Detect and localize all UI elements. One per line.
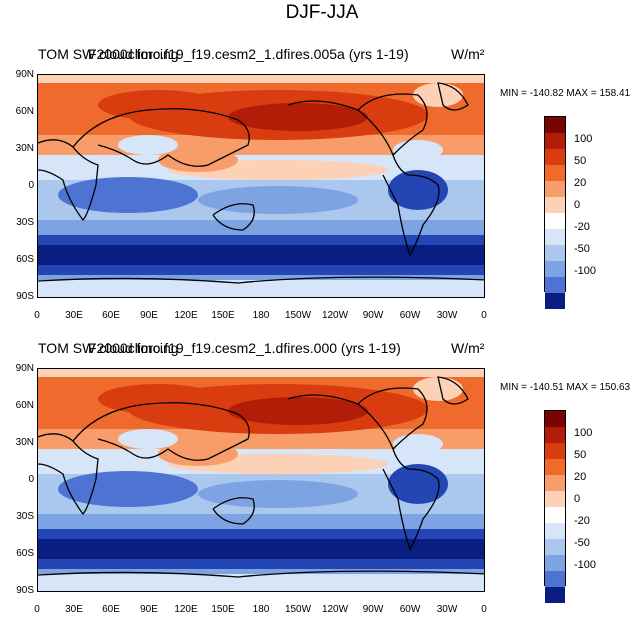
colorbar-swatch [545, 427, 565, 443]
panel-1-left-title: TOM SW cloud forcing [38, 46, 179, 62]
colorbar-label: -100 [574, 265, 597, 277]
panel-2-map [38, 369, 484, 591]
panel-2-case-title: F2000climo.f19_f19.cesm2_1.dfires.000 (y… [88, 340, 401, 356]
panel-2-colorbar [544, 410, 566, 603]
lon-label: 120W [321, 604, 349, 615]
colorbar-swatch [545, 507, 565, 523]
colorbar-swatch [545, 555, 565, 571]
colorbar-label: 20 [574, 471, 587, 483]
colorbar-swatch [545, 165, 565, 181]
lat-label: 0 [28, 474, 34, 485]
lat-label: 30S [16, 511, 34, 522]
colorbar-label: 0 [574, 493, 581, 505]
panel-2-min-max: MIN = -140.51 MAX = 150.63 [500, 382, 631, 393]
panel-2-map-area [37, 368, 485, 592]
lat-label: 0 [28, 180, 34, 191]
colorbar-swatch [545, 245, 565, 261]
colorbar-swatch [545, 411, 565, 427]
colorbar-label: 20 [574, 177, 587, 189]
colorbar-label: -50 [574, 243, 590, 255]
colorbar-swatch [545, 149, 565, 165]
lat-label: 60N [15, 400, 34, 411]
colorbar-swatch [545, 197, 565, 213]
panel-1-min-max: MIN = -140.82 MAX = 158.41 [500, 88, 631, 99]
colorbar-label: -20 [574, 515, 590, 527]
panel-1-units: W/m² [451, 46, 485, 62]
colorbar-swatch [545, 475, 565, 491]
colorbar-label: 50 [574, 155, 587, 167]
lon-label: 90W [362, 310, 384, 321]
lon-label: 120E [174, 604, 198, 615]
lon-label: 0 [481, 604, 487, 615]
panel-1-colorbar [544, 116, 566, 309]
colorbar-swatch [545, 181, 565, 197]
colorbar-swatch [545, 277, 565, 293]
lon-label: 150W [284, 604, 312, 615]
colorbar-swatch [545, 491, 565, 507]
lon-label: 0 [481, 310, 487, 321]
lat-label: 30N [15, 143, 34, 154]
lon-label: 90E [140, 604, 158, 615]
colorbar-swatch [545, 539, 565, 555]
colorbar-label: 0 [574, 199, 581, 211]
lat-label: 90S [16, 585, 34, 596]
lon-label: 90E [140, 310, 158, 321]
lon-label: 30E [65, 310, 83, 321]
colorbar-label: -50 [574, 537, 590, 549]
colorbar-swatch [545, 229, 565, 245]
colorbar-swatch [545, 213, 565, 229]
lon-label: 150E [211, 310, 235, 321]
lon-label: 60E [102, 604, 120, 615]
map-panel-1: TOM SW cloud forcing F2000climo.f19_f19.… [0, 44, 644, 334]
panel-1-map [38, 75, 484, 297]
colorbar-swatch [545, 117, 565, 133]
lon-label: 30W [436, 604, 458, 615]
lon-label: 180 [252, 310, 270, 321]
lon-label: 90W [362, 604, 384, 615]
lat-label: 90N [15, 363, 34, 374]
lat-label: 90S [16, 291, 34, 302]
colorbar-swatch [545, 261, 565, 277]
lat-label: 30N [15, 437, 34, 448]
lon-label: 30E [65, 604, 83, 615]
lon-label: 120W [321, 310, 349, 321]
lon-label: 60E [102, 310, 120, 321]
lat-label: 60S [16, 548, 34, 559]
map-panel-2: TOM SW cloud forcing F2000climo.f19_f19.… [0, 338, 644, 628]
lon-label: 180 [252, 604, 270, 615]
lon-label: 60W [399, 310, 421, 321]
figure-title: DJF-JJA [285, 2, 359, 23]
lon-label: 30W [436, 310, 458, 321]
lon-label: 60W [399, 604, 421, 615]
colorbar-swatch [545, 293, 565, 309]
colorbar-swatch [545, 443, 565, 459]
colorbar-label: 100 [574, 427, 593, 439]
colorbar-swatch [545, 587, 565, 603]
lon-label: 150E [211, 604, 235, 615]
colorbar-swatch [545, 133, 565, 149]
lat-label: 90N [15, 69, 34, 80]
lat-label: 60S [16, 254, 34, 265]
colorbar-swatch [545, 523, 565, 539]
colorbar-label: 50 [574, 449, 587, 461]
lat-label: 30S [16, 217, 34, 228]
panel-2-left-title: TOM SW cloud forcing [38, 340, 179, 356]
lat-label: 60N [15, 106, 34, 117]
panel-2-units: W/m² [451, 340, 485, 356]
colorbar-label: -20 [574, 221, 590, 233]
colorbar-label: -100 [574, 559, 597, 571]
colorbar-swatch [545, 459, 565, 475]
colorbar-swatch [545, 571, 565, 587]
colorbar-label: 100 [574, 133, 593, 145]
panel-1-case-title: F2000climo.f19_f19.cesm2_1.dfires.005a (… [88, 46, 409, 62]
lon-label: 0 [34, 310, 40, 321]
lon-label: 120E [174, 310, 198, 321]
lon-label: 0 [34, 604, 40, 615]
lon-label: 150W [284, 310, 312, 321]
panel-1-map-area [37, 74, 485, 298]
